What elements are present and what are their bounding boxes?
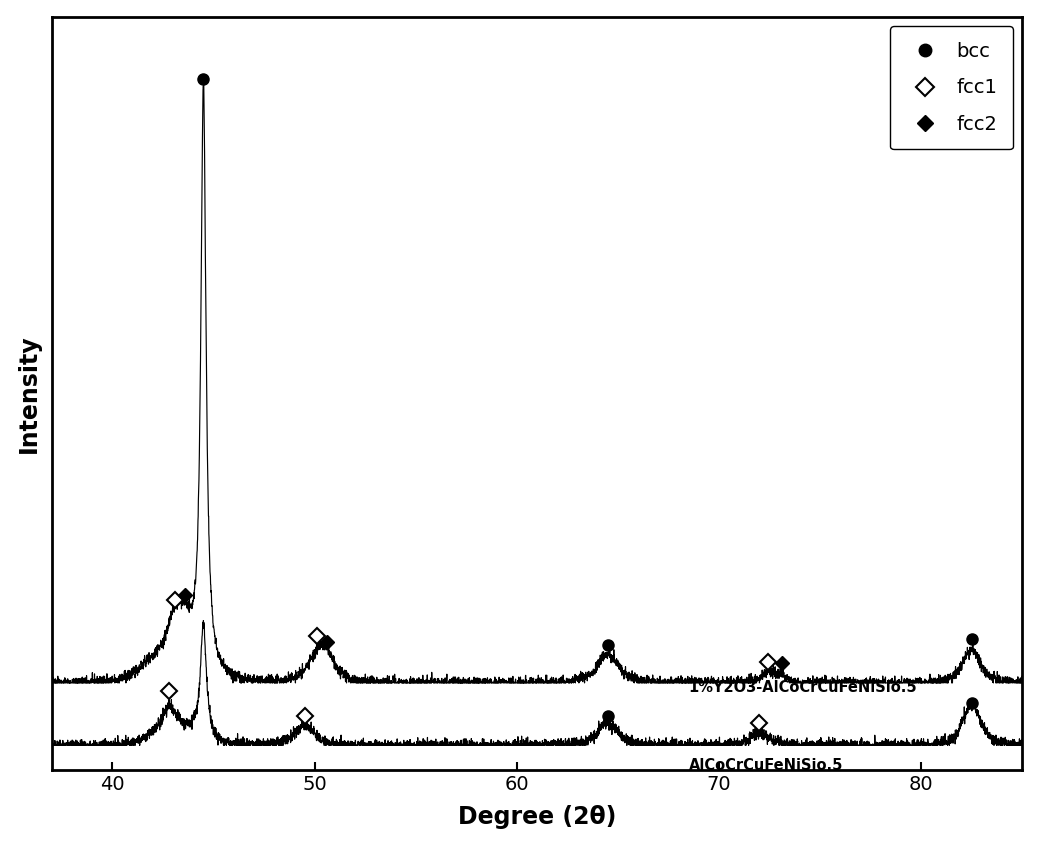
Text: 1%Y2O3-AlCoCrCuFeNiSio.5: 1%Y2O3-AlCoCrCuFeNiSio.5: [689, 680, 917, 695]
X-axis label: Degree (2θ): Degree (2θ): [458, 805, 616, 829]
Text: AlCoCrCuFeNiSio.5: AlCoCrCuFeNiSio.5: [689, 758, 843, 773]
Legend: bcc, fcc1, fcc2: bcc, fcc1, fcc2: [890, 26, 1013, 150]
Y-axis label: Intensity: Intensity: [17, 334, 41, 453]
